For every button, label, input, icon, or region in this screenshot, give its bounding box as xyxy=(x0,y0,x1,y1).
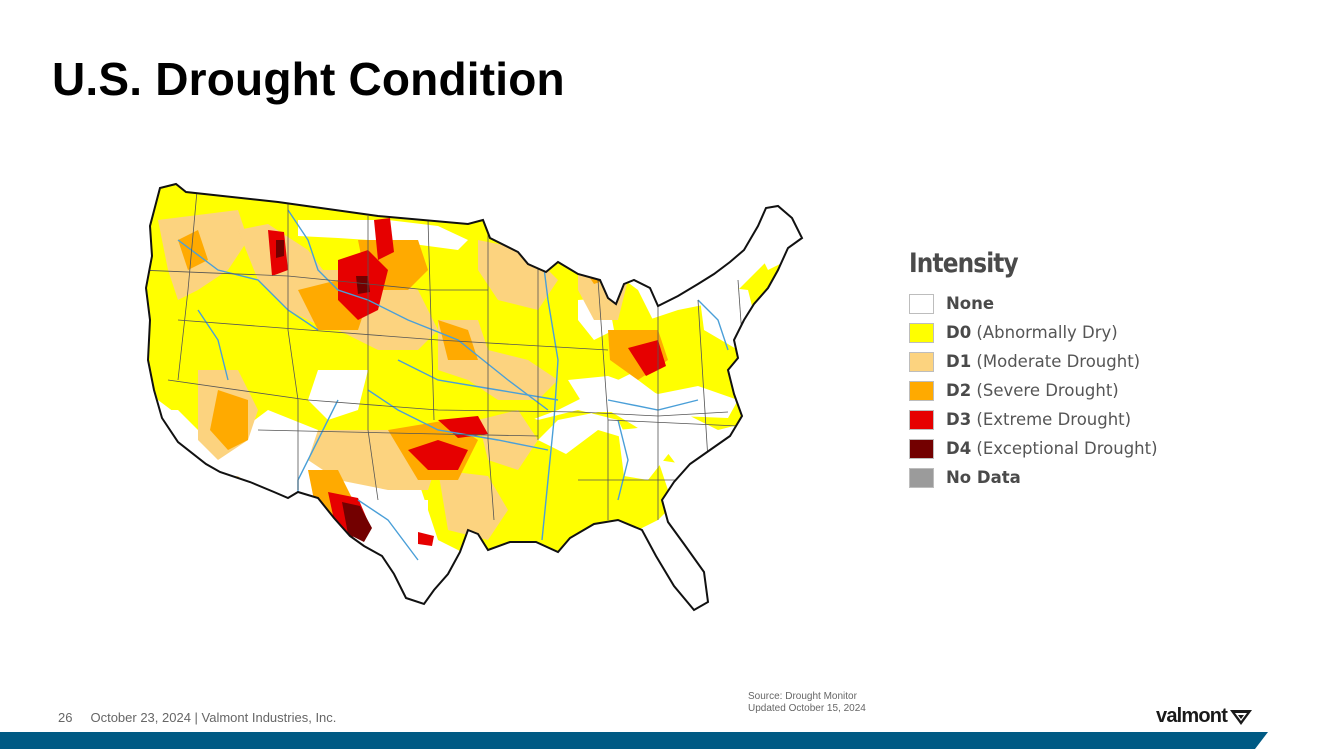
legend-item: D3 (Extreme Drought) xyxy=(909,405,1158,434)
legend-code: D4 xyxy=(946,439,972,458)
legend-item: D0 (Abnormally Dry) xyxy=(909,318,1158,347)
drought-map xyxy=(138,180,808,612)
legend-code: D1 xyxy=(946,352,972,371)
legend-description: (Exceptional Drought) xyxy=(971,439,1158,458)
slide-footer: 26 October 23, 2024 | Valmont Industries,… xyxy=(58,710,336,725)
logo-mark-icon xyxy=(1230,709,1253,725)
legend-description: (Severe Drought) xyxy=(971,381,1119,400)
map-legend: Intensity None D0 (Abnormally Dry) D1 (Mod… xyxy=(909,248,1158,492)
legend-code: D3 xyxy=(946,410,972,429)
legend-item: D2 (Severe Drought) xyxy=(909,376,1158,405)
legend-description: (Moderate Drought) xyxy=(971,352,1141,371)
source-note: Source: Drought Monitor Updated October … xyxy=(748,691,866,715)
legend-swatch xyxy=(909,409,934,430)
logo-text: valmont xyxy=(1156,705,1228,727)
page-number: 26 xyxy=(58,710,73,725)
legend-title: Intensity xyxy=(909,248,1019,279)
footer-text: October 23, 2024 | Valmont Industries, I… xyxy=(90,710,337,725)
updated-line: Updated October 15, 2024 xyxy=(748,703,866,714)
legend-code: None xyxy=(946,294,995,313)
source-line: Source: Drought Monitor xyxy=(748,691,857,702)
legend-swatch xyxy=(909,293,934,314)
legend-item: D1 (Moderate Drought) xyxy=(909,347,1158,376)
legend-label: None xyxy=(946,294,994,313)
legend-description: (Abnormally Dry) xyxy=(971,323,1118,342)
legend-item: No Data xyxy=(909,463,1158,492)
legend-swatch xyxy=(909,467,934,488)
legend-label: D3 (Extreme Drought) xyxy=(946,410,1131,429)
legend-label: D1 (Moderate Drought) xyxy=(946,352,1140,371)
legend-label: No Data xyxy=(946,468,1021,487)
legend-item: None xyxy=(909,289,1158,318)
slide-title: U.S. Drought Condition xyxy=(52,53,565,105)
legend-label: D2 (Severe Drought) xyxy=(946,381,1119,400)
legend-code: D0 xyxy=(946,323,972,342)
legend-label: D4 (Exceptional Drought) xyxy=(946,439,1158,458)
legend-description: (Extreme Drought) xyxy=(971,410,1132,429)
legend-code: D2 xyxy=(946,381,972,400)
valmont-logo: valmont xyxy=(1156,705,1253,728)
legend-swatch xyxy=(909,351,934,372)
legend-code: No Data xyxy=(946,468,1021,487)
legend-label: D0 (Abnormally Dry) xyxy=(946,323,1118,342)
legend-swatch xyxy=(909,438,934,459)
footer-bar xyxy=(0,732,1268,749)
legend-swatch xyxy=(909,322,934,343)
legend-swatch xyxy=(909,380,934,401)
legend-item: D4 (Exceptional Drought) xyxy=(909,434,1158,463)
